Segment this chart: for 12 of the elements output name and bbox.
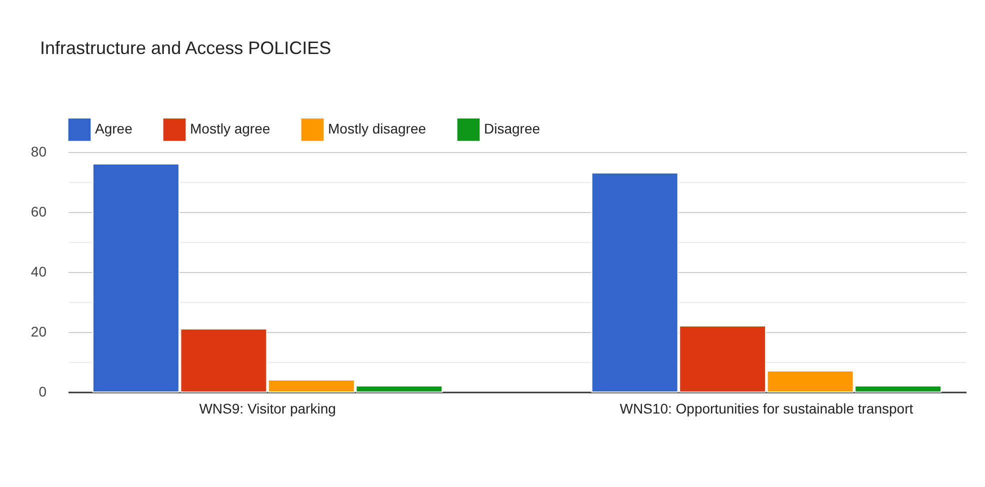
legend-label: Agree: [95, 120, 133, 137]
y-tick-label: 0: [38, 384, 47, 400]
x-tick-label: WNS9: Visitor parking: [199, 400, 336, 416]
legend-label: Mostly disagree: [328, 120, 426, 137]
legend-label: Mostly agree: [190, 120, 270, 137]
y-tick-label: 20: [30, 324, 47, 340]
y-tick-label: 40: [30, 264, 47, 280]
y-tick-label: 80: [30, 144, 47, 160]
y-tick-label: 60: [30, 204, 47, 220]
x-tick-label: WNS10: Opportunities for sustainable transport: [620, 400, 914, 416]
legend-label: Disagree: [484, 120, 540, 137]
chart-title: Infrastructure and Access POLICIES: [40, 38, 332, 58]
